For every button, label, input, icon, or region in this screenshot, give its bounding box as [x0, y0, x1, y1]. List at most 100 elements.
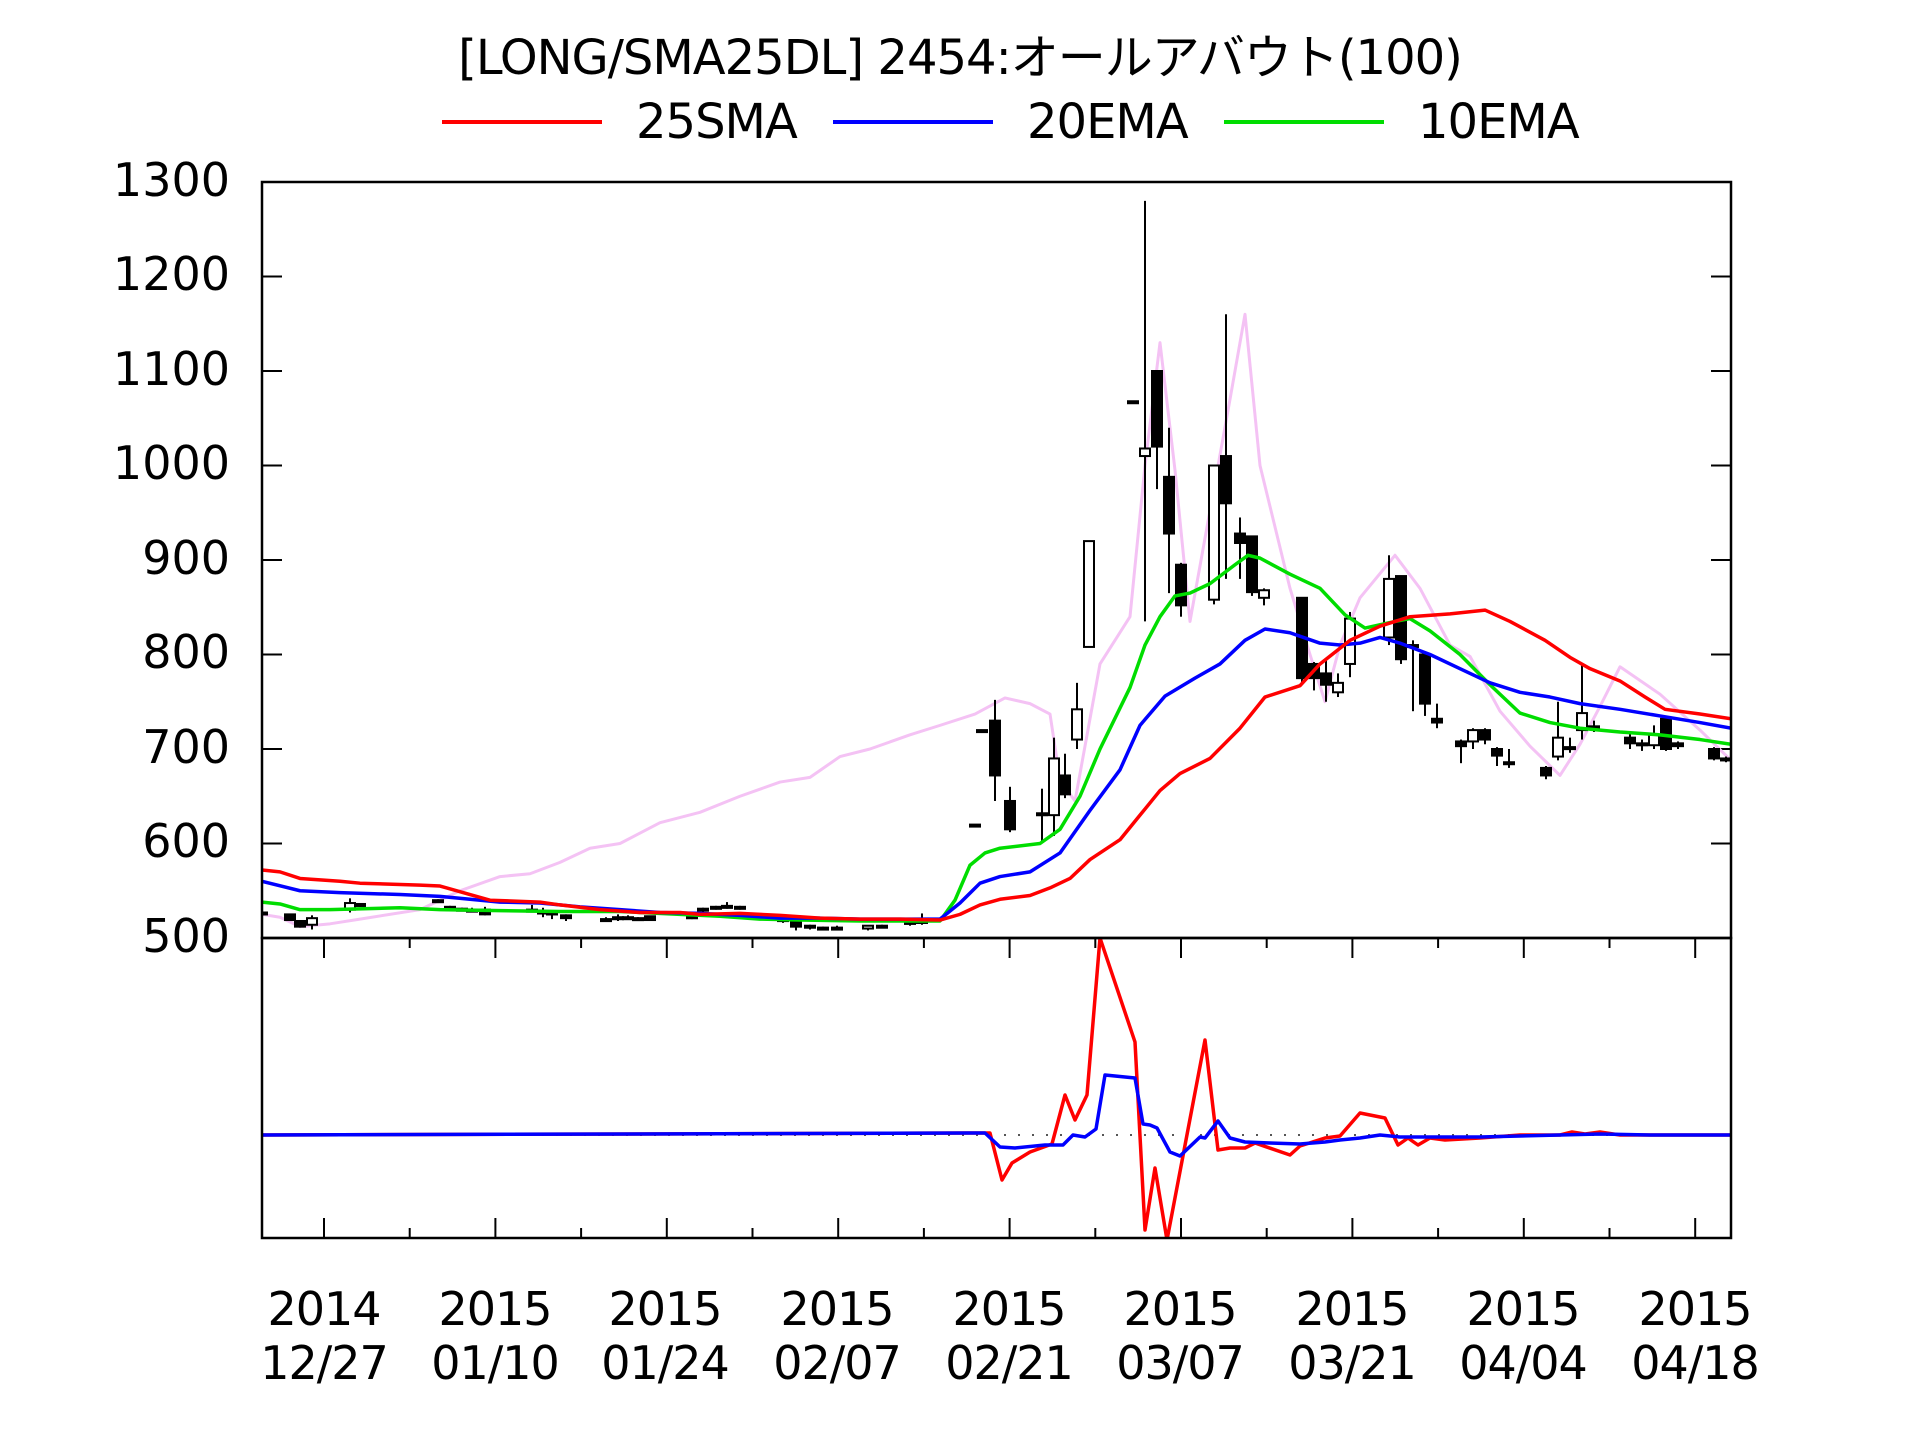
- y-tick-label: 1300: [112, 153, 230, 207]
- candle: [1455, 739, 1467, 764]
- candle: [1151, 370, 1163, 490]
- candle: [1419, 653, 1431, 716]
- candle: [710, 905, 722, 910]
- x-tick-year: 2015: [1295, 1282, 1409, 1336]
- candle: [354, 902, 366, 907]
- candle: [1624, 731, 1636, 749]
- candle: [804, 924, 816, 930]
- candle: [734, 905, 746, 910]
- candle: [1320, 659, 1332, 702]
- candle: [262, 911, 268, 916]
- candle: [976, 729, 988, 734]
- candle: [560, 914, 572, 921]
- y-tick-label: 1100: [112, 342, 230, 396]
- x-tick-date: 01/10: [431, 1336, 560, 1390]
- y-tick-label: 900: [142, 531, 230, 585]
- candle: [644, 915, 656, 922]
- candle: [600, 917, 612, 923]
- candle: [831, 925, 843, 931]
- legend-item-20ema: 20EMA: [833, 92, 1189, 152]
- x-tick-label: 2015 04/18: [1605, 1282, 1785, 1390]
- candle: [284, 913, 296, 922]
- x-tick-year: 2015: [438, 1282, 552, 1336]
- x-tick-date: 12/27: [260, 1336, 389, 1390]
- y-tick-label: 800: [142, 625, 230, 679]
- candle: [1552, 701, 1564, 761]
- candle: [1004, 786, 1016, 833]
- x-tick-date: 03/21: [1288, 1336, 1417, 1390]
- x-tick-label: 2015 01/10: [405, 1282, 585, 1390]
- x-tick-label: 2015 03/07: [1090, 1282, 1270, 1390]
- x-tick-year: 2015: [952, 1282, 1066, 1336]
- x-tick-date: 04/18: [1631, 1336, 1760, 1390]
- candle: [1564, 737, 1576, 753]
- y-tick-label: 600: [142, 814, 230, 868]
- series-25sma-deviation: [262, 938, 1731, 1238]
- legend-swatch-20ema: [833, 120, 993, 124]
- candle: [1720, 756, 1731, 763]
- x-tick-year: 2015: [1466, 1282, 1580, 1336]
- candle: [1708, 747, 1720, 761]
- x-tick-year: 2015: [1123, 1282, 1237, 1336]
- candle: [969, 823, 981, 828]
- series-25sma: [262, 608, 1731, 922]
- legend: 25SMA 20EMA 10EMA: [0, 92, 1920, 152]
- candle: [1467, 728, 1479, 749]
- x-tick-year: 2015: [780, 1282, 894, 1336]
- y-tick-label: 1200: [112, 247, 230, 301]
- x-tick-date: 03/07: [1116, 1336, 1245, 1390]
- legend-item-25sma: 25SMA: [442, 92, 798, 152]
- candle: [1048, 737, 1060, 836]
- x-tick-date: 04/04: [1459, 1336, 1588, 1390]
- candle: [1636, 739, 1648, 751]
- candle: [1332, 673, 1344, 698]
- candle: [721, 902, 733, 909]
- candle: [1503, 749, 1515, 768]
- chart-title: [LONG/SMA25DL] 2454:オールアバウト(100): [458, 30, 1463, 86]
- candle: [876, 924, 888, 929]
- candle: [1220, 314, 1232, 579]
- x-tick-year: 2015: [1638, 1282, 1752, 1336]
- candle: [1296, 596, 1308, 685]
- x-tick-label: 2015 03/21: [1262, 1282, 1442, 1390]
- x-tick-label: 2015 02/07: [747, 1282, 927, 1390]
- legend-label-25sma: 25SMA: [636, 94, 798, 150]
- candle: [1383, 555, 1395, 646]
- legend-label-10ema: 10EMA: [1418, 94, 1580, 150]
- x-tick-label: 2015 01/24: [575, 1282, 755, 1390]
- candle: [1479, 728, 1491, 745]
- x-tick-date: 02/21: [945, 1336, 1074, 1390]
- candle: [294, 919, 306, 928]
- candle: [1258, 588, 1270, 606]
- candle: [989, 699, 1001, 801]
- y-tick-label: 500: [142, 909, 230, 963]
- price-panel: [262, 200, 1731, 931]
- candle: [632, 917, 644, 922]
- candle: [1083, 540, 1095, 648]
- series-close: [262, 312, 1731, 929]
- x-tick-label: 2015 04/04: [1433, 1282, 1613, 1390]
- candle: [1139, 200, 1151, 622]
- legend-swatch-25sma: [442, 120, 602, 124]
- candle: [612, 914, 624, 921]
- y-tick-label: 1000: [112, 436, 230, 490]
- candle: [1175, 562, 1187, 617]
- candle: [1071, 682, 1083, 749]
- candle: [862, 924, 874, 931]
- candle: [306, 915, 318, 930]
- series-20ema-deviation: [262, 1073, 1731, 1158]
- candle: [697, 907, 709, 913]
- candle: [1246, 535, 1258, 596]
- candle: [1491, 747, 1503, 767]
- legend-swatch-10ema: [1224, 120, 1384, 124]
- candle: [432, 899, 444, 904]
- y-tick-label: 700: [142, 720, 230, 774]
- deviation-panel-frame: [260, 936, 1733, 1240]
- x-tick-date: 02/07: [773, 1336, 902, 1390]
- legend-item-10ema: 10EMA: [1224, 92, 1580, 152]
- price-panel-frame: [260, 180, 1733, 940]
- x-tick-label: 2014 12/27: [234, 1282, 414, 1390]
- x-tick-year: 2014: [267, 1282, 381, 1336]
- axis-ticks: [262, 275, 1731, 1238]
